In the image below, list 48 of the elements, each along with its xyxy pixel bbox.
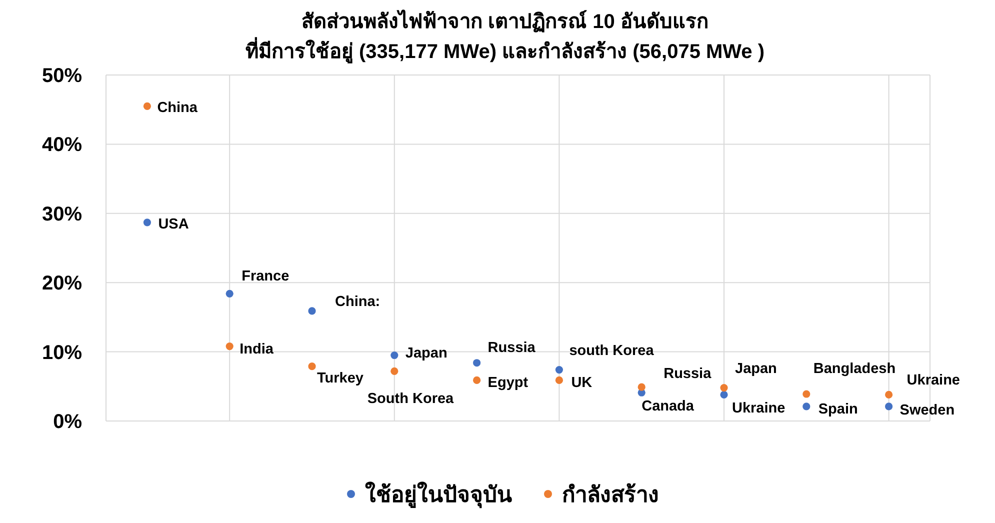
data-label: Japan xyxy=(405,345,448,362)
y-tick-label: 40% xyxy=(42,134,82,156)
data-label: Bangladesh xyxy=(813,361,896,378)
point xyxy=(802,402,810,410)
data-label: Russia xyxy=(488,340,536,356)
data-label: Sweden xyxy=(900,402,955,418)
data-label: Spain xyxy=(818,401,858,418)
point xyxy=(720,384,728,392)
y-tick-label: 0% xyxy=(53,411,82,433)
point xyxy=(638,383,646,391)
point xyxy=(143,102,151,110)
data-label: USA xyxy=(158,216,190,232)
point xyxy=(308,307,316,315)
y-tick-label: 50% xyxy=(42,65,82,87)
point xyxy=(885,402,893,410)
data-label: south Korea xyxy=(569,342,655,359)
data-label: China: xyxy=(335,294,380,310)
point xyxy=(390,367,398,375)
point xyxy=(555,366,563,374)
y-tick-label: 30% xyxy=(42,203,82,226)
point xyxy=(720,390,728,399)
data-label: India xyxy=(240,341,274,358)
data-label: Russia xyxy=(664,366,712,382)
data-label: France xyxy=(242,268,290,285)
data-label: Japan xyxy=(735,360,777,377)
legend-label: ใช้อยู่ในปัจจุบัน xyxy=(365,481,512,509)
y-tick-label: 20% xyxy=(42,272,82,295)
y-tick-label: 10% xyxy=(42,342,82,364)
point xyxy=(390,351,398,360)
point xyxy=(473,359,481,367)
data-label: Turkey xyxy=(317,370,364,386)
data-label: South Korea xyxy=(367,391,455,408)
data-label: Ukraine xyxy=(906,372,960,389)
point xyxy=(473,376,481,384)
point xyxy=(802,390,810,398)
legend-label: กำลังสร้าง xyxy=(562,482,659,507)
data-label: Canada xyxy=(642,398,695,415)
data-label: Ukraine xyxy=(732,400,786,417)
data-label: China xyxy=(157,100,198,116)
point xyxy=(226,290,234,298)
point xyxy=(226,342,234,350)
data-label: UK xyxy=(571,375,593,392)
data-label: Egypt xyxy=(488,375,528,392)
point xyxy=(308,362,316,370)
point xyxy=(143,218,151,226)
chart-title: สัดส่วนพลังไฟฟ้าจาก เตาปฏิกรณ์ 10 อันดับแรก ที่มีการใช้อยู่ (335,177 MWe) และกำลังสร้าง (56,075 MWe ) xyxy=(245,9,765,65)
point xyxy=(885,390,893,399)
point xyxy=(555,376,563,384)
